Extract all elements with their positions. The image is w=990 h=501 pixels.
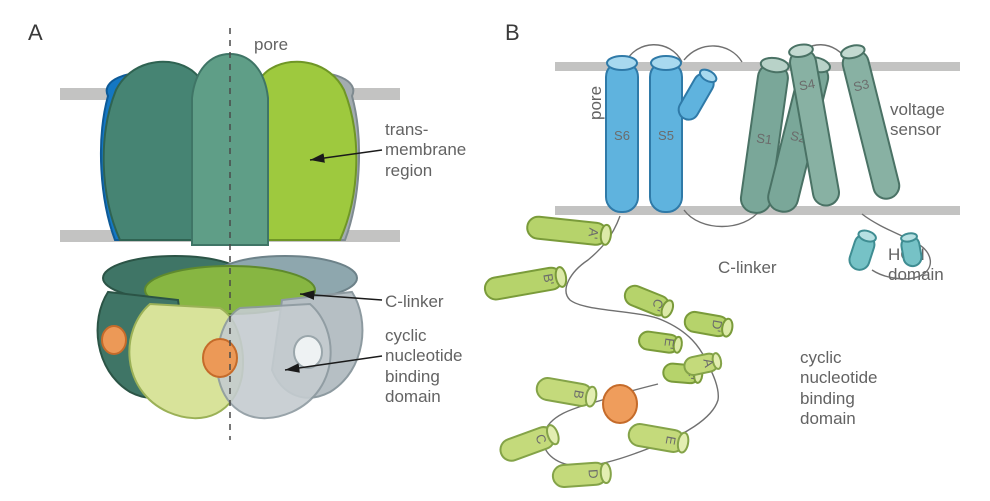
helix-D: D [552, 462, 611, 488]
svg-text:S6: S6 [614, 128, 630, 143]
helix-Dp: D' [683, 310, 734, 338]
helix-Ep: E' [638, 330, 683, 354]
svg-text:A': A' [585, 227, 601, 240]
ligand-right [294, 336, 322, 368]
ligand-center [203, 339, 237, 377]
svg-text:E': E' [661, 337, 677, 350]
helix-s5: S5 [650, 56, 682, 212]
helix-Cp: C' [622, 283, 676, 320]
diagram-svg: S6 S5 S1 S2 S4 S3 [0, 0, 990, 501]
hcn-helix-2 [899, 232, 922, 268]
hcn-helix-1 [847, 228, 878, 272]
helix-Ap: A' [526, 216, 612, 247]
ligand-left [102, 326, 126, 354]
panel-a-cartoon [60, 28, 400, 440]
helix-s6: S6 [606, 56, 638, 212]
svg-text:S4: S4 [798, 76, 816, 94]
svg-text:S5: S5 [658, 128, 674, 143]
svg-text:S1: S1 [755, 130, 773, 147]
helix-Bp: B' [483, 265, 568, 301]
helix-E: E [627, 422, 690, 454]
panel-b-topology: S6 S5 S1 S2 S4 S3 [483, 43, 960, 488]
ligand-b [603, 385, 637, 423]
helix-B: B [535, 376, 598, 408]
svg-text:D: D [585, 469, 601, 479]
helix-A: A [683, 351, 723, 376]
